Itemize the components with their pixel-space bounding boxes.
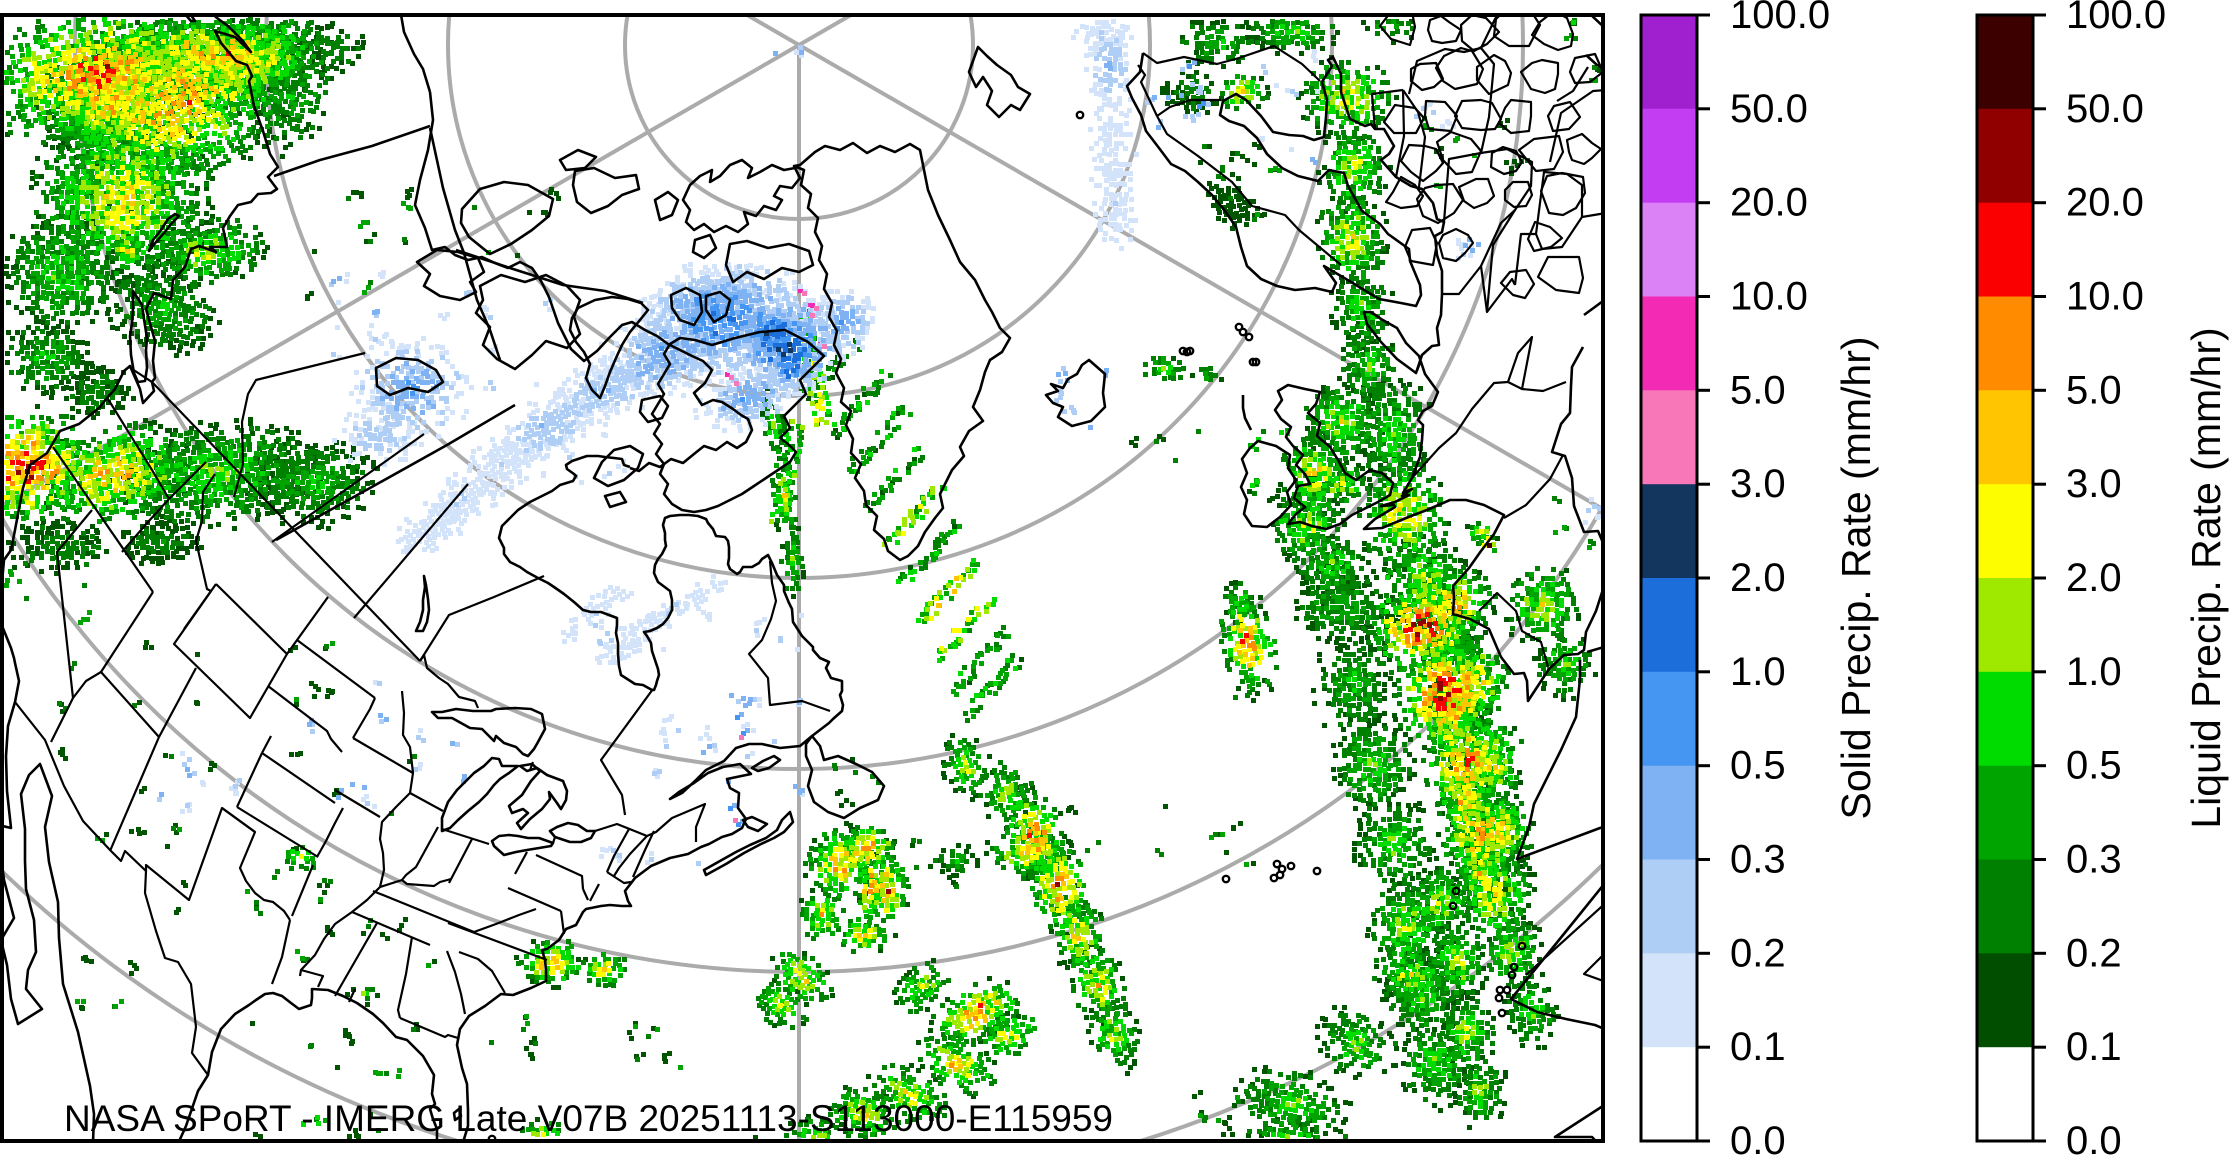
svg-text:Solid Precip. Rate (mm/hr): Solid Precip. Rate (mm/hr) xyxy=(1833,336,1879,819)
svg-text:0.1: 0.1 xyxy=(2066,1025,2122,1069)
svg-text:50.0: 50.0 xyxy=(1730,87,1808,131)
svg-text:0.3: 0.3 xyxy=(1730,838,1786,882)
svg-text:20.0: 20.0 xyxy=(1730,181,1808,225)
svg-text:50.0: 50.0 xyxy=(2066,87,2144,131)
svg-text:0.3: 0.3 xyxy=(2066,838,2122,882)
svg-text:5.0: 5.0 xyxy=(2066,368,2122,412)
svg-text:1.0: 1.0 xyxy=(1730,650,1786,694)
svg-text:10.0: 10.0 xyxy=(1730,275,1808,319)
svg-text:0.5: 0.5 xyxy=(2066,744,2122,788)
svg-text:Liquid Precip. Rate (mm/hr): Liquid Precip. Rate (mm/hr) xyxy=(2183,327,2229,828)
svg-text:2.0: 2.0 xyxy=(2066,556,2122,600)
svg-text:20.0: 20.0 xyxy=(2066,181,2144,225)
svg-text:10.0: 10.0 xyxy=(2066,275,2144,319)
svg-text:100.0: 100.0 xyxy=(2066,0,2166,37)
svg-text:0.5: 0.5 xyxy=(1730,744,1786,788)
svg-text:0.0: 0.0 xyxy=(2066,1119,2122,1163)
svg-text:0.2: 0.2 xyxy=(2066,931,2122,975)
svg-text:1.0: 1.0 xyxy=(2066,650,2122,694)
svg-text:100.0: 100.0 xyxy=(1730,0,1830,37)
svg-text:3.0: 3.0 xyxy=(1730,462,1786,506)
svg-text:5.0: 5.0 xyxy=(1730,368,1786,412)
svg-text:NASA SPoRT - IMERG Late V07B 2: NASA SPoRT - IMERG Late V07B 20251113-S1… xyxy=(64,1098,1113,1139)
svg-text:2.0: 2.0 xyxy=(1730,556,1786,600)
svg-text:0.2: 0.2 xyxy=(1730,931,1786,975)
svg-text:0.1: 0.1 xyxy=(1730,1025,1786,1069)
svg-text:3.0: 3.0 xyxy=(2066,462,2122,506)
svg-text:0.0: 0.0 xyxy=(1730,1119,1786,1163)
